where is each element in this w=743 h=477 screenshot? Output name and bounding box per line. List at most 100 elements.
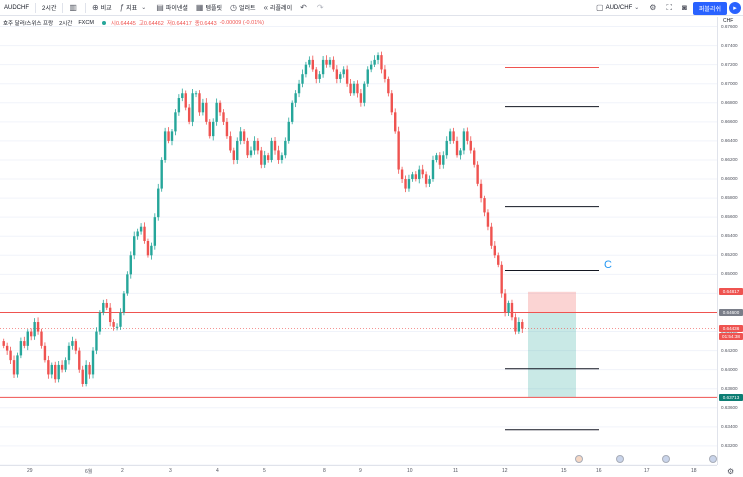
time-axis[interactable]: 29 6월 2 3 4 5 8 9 10 11 12 15 16 17 18: [0, 465, 717, 477]
candle-body: [249, 150, 253, 156]
candle-body: [242, 131, 246, 141]
market-status-icon: [101, 21, 106, 25]
candle-body: [95, 331, 98, 351]
candle-body: [91, 350, 95, 375]
candle-body: [81, 369, 84, 384]
position-target-zone: [528, 312, 576, 398]
price-tick-label: 0.66600: [721, 118, 738, 124]
candle-body: [205, 102, 208, 122]
price-marker-label: 0.63713: [719, 393, 743, 401]
candle-body: [133, 236, 136, 256]
price-axis[interactable]: CHF 0.67600 0.67400 0.67200 0.67000 0.66800 0…: [717, 17, 743, 465]
time-tick-label: 10: [407, 468, 413, 474]
templates-button[interactable]: ▦ 템플릿: [192, 0, 226, 16]
candle-body: [126, 274, 129, 294]
candle-body: [517, 322, 521, 332]
candle-body: [376, 55, 380, 60]
candle-body: [194, 93, 198, 95]
candle-body: [431, 159, 435, 180]
candle-body: [273, 140, 277, 151]
time-tick-label: 4: [216, 468, 219, 474]
candle-body: [490, 226, 493, 246]
candle-body: [191, 93, 194, 122]
candle-body: [5, 345, 9, 351]
candle-body: [136, 231, 139, 237]
fullscreen-button[interactable]: ⛶: [662, 0, 678, 16]
time-tick-label: 3: [169, 468, 172, 474]
candle-body: [29, 331, 33, 337]
candle-body: [105, 302, 108, 308]
economic-event-flag[interactable]: [616, 455, 624, 463]
candle-body: [369, 64, 373, 70]
candle-body: [129, 255, 132, 275]
publish-label: 퍼블리쉬: [698, 6, 721, 13]
candle-body: [373, 59, 376, 65]
layout-selector[interactable]: ▢ AUD/CHF ⌄: [592, 0, 645, 16]
toolbar-divider: [84, 2, 86, 13]
economic-event-flag[interactable]: [709, 455, 717, 463]
axis-settings-icon[interactable]: ⚙: [727, 467, 735, 476]
chart-text-annotation[interactable]: C: [604, 259, 612, 271]
price-tick-label: 0.67000: [721, 80, 738, 86]
candle-body: [342, 69, 345, 75]
candle-body: [253, 140, 256, 151]
candle-body: [201, 102, 205, 113]
price-tick-label: 0.63400: [721, 423, 738, 429]
symbol-search[interactable]: AUDCHF: [0, 0, 33, 16]
compare-button[interactable]: ⊕ 비교: [88, 0, 116, 16]
candle-body: [54, 364, 57, 380]
candle-body: [311, 59, 314, 70]
candle-body: [88, 364, 91, 375]
candle-body: [270, 140, 273, 160]
symbol-label: AUDCHF: [4, 4, 29, 11]
economic-event-flag[interactable]: [662, 455, 670, 463]
candle-style-button[interactable]: ▥: [65, 0, 83, 16]
candle-body: [514, 317, 517, 332]
candle-body: [380, 55, 383, 70]
candle-body: [74, 341, 78, 351]
candle-body: [84, 364, 88, 384]
candle-body: [229, 136, 232, 151]
candle-body: [170, 131, 174, 141]
templates-icon: ▦: [195, 2, 204, 12]
publish-button[interactable]: 퍼블리쉬: [692, 1, 727, 15]
candle-body: [215, 102, 218, 122]
candle-body: [212, 121, 215, 137]
interval-selector[interactable]: 2시간: [38, 0, 60, 16]
candle-body: [290, 102, 294, 122]
candle-body: [521, 322, 524, 329]
redo-button[interactable]: ↷: [313, 0, 330, 16]
alert-button[interactable]: ◷ 얼러트: [226, 0, 260, 16]
snapshot-button[interactable]: ◙: [678, 0, 693, 16]
candle-body: [260, 150, 263, 165]
undo-button[interactable]: ↶: [296, 0, 313, 16]
candle-body: [108, 307, 112, 323]
time-tick-label: 9: [359, 468, 362, 474]
candle-body: [163, 131, 167, 160]
replay-button[interactable]: «리플레이: [260, 0, 297, 16]
settings-button[interactable]: ⚙: [645, 0, 662, 16]
financials-button[interactable]: ▤ 파이넨셜: [152, 0, 192, 16]
candle-body: [339, 74, 342, 79]
price-chart[interactable]: [0, 17, 717, 465]
candle-body: [277, 150, 280, 160]
candle-body: [421, 169, 424, 175]
chart-legend: 호주 달러/스위스 프랑 2시간 FXCM 시0.64445 고0.64462 …: [3, 19, 267, 27]
candle-body: [445, 140, 448, 156]
candle-body: [315, 69, 318, 79]
position-stop-zone: [528, 291, 576, 313]
indicators-button[interactable]: ƒ 지표 ⌄: [116, 0, 153, 16]
candle-body: [146, 241, 150, 256]
candle-body: [297, 83, 301, 94]
candle-body: [332, 59, 335, 70]
layout-name: AUD/CHF: [605, 5, 633, 11]
price-tick-label: 0.64200: [721, 347, 738, 353]
candle-body: [452, 131, 455, 141]
candle-body: [60, 364, 64, 370]
economic-event-flag[interactable]: [575, 455, 583, 463]
play-button[interactable]: ▸: [729, 2, 741, 14]
alarm-clock-icon: ◷: [230, 2, 237, 12]
price-tick-label: 0.63800: [721, 385, 738, 391]
candle-body: [139, 226, 143, 232]
layout-square-icon: ▢: [596, 3, 604, 12]
